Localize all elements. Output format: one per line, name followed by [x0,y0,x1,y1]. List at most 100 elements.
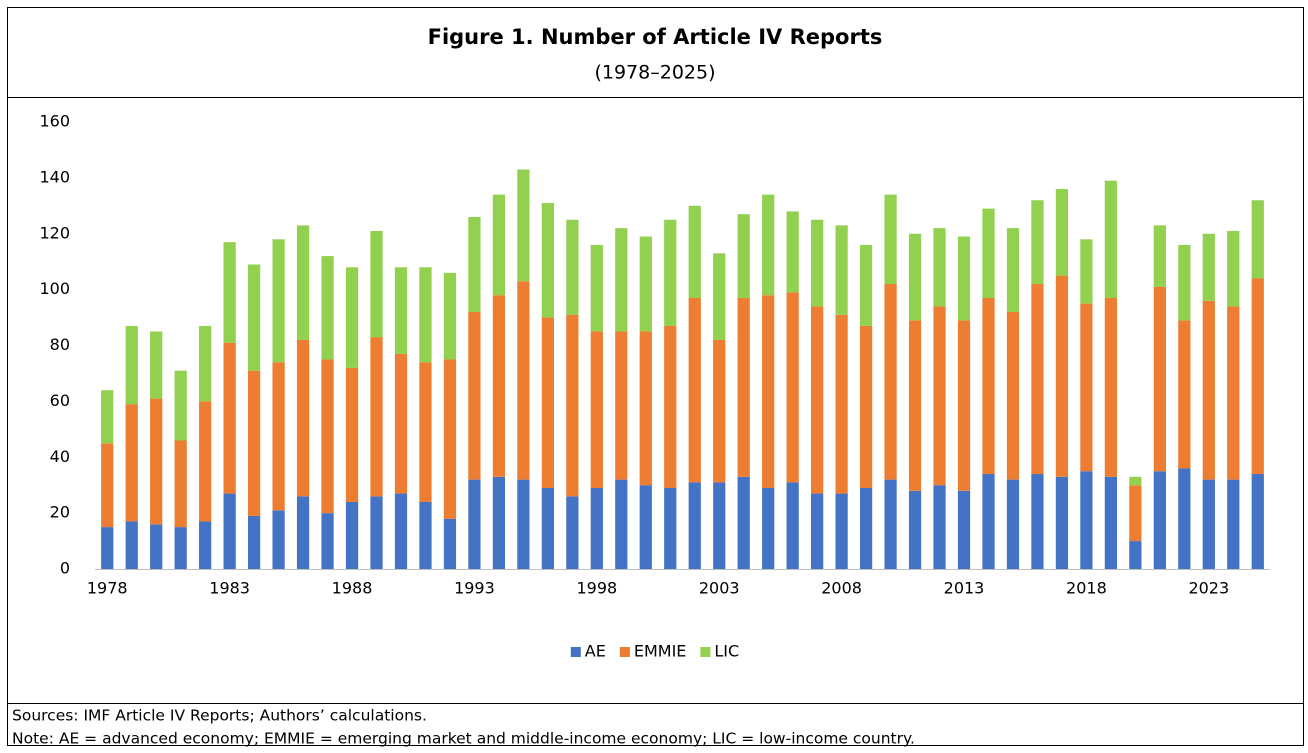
bar-segment [419,267,432,363]
bar-segment [811,306,824,494]
y-tick-label: 60 [50,391,70,410]
bar-segment [370,337,383,497]
bar-segment [1202,479,1215,569]
x-tick-label: 1993 [454,579,495,598]
y-tick-label: 140 [39,167,70,186]
bar-segment [272,510,285,569]
bar-segment [884,284,897,480]
bar-segment [1104,476,1118,569]
bar-segment [125,325,138,405]
bar-segment [517,281,530,480]
bar-segment [541,317,554,488]
y-tick-label: 20 [50,503,70,522]
bar-segment [345,367,359,502]
x-tick-label: 1978 [87,579,128,598]
chart-title: Figure 1. Number of Article IV Reports [428,25,883,49]
bar-segment [982,298,995,475]
bar-segment [370,496,383,569]
bar-segment [174,527,187,569]
bar-segment [1055,189,1069,276]
bar-segment [272,239,285,363]
legend-label: AE [585,642,606,661]
y-tick-label: 40 [50,447,70,466]
bar-segment [639,485,652,569]
bar-segment [933,306,946,486]
bar-segment [1129,476,1142,486]
bar-segment [1251,278,1264,475]
bar-segment [517,479,530,569]
bar-segment [762,194,775,296]
x-tick-label: 2018 [1066,579,1107,598]
bar-segment [223,493,236,569]
bar-segment [1202,300,1215,480]
bar-segment [786,292,799,483]
bar-segment [908,233,922,321]
source-note: Sources: IMF Article IV Reports; Authors… [12,707,427,725]
bar-segment [321,513,334,569]
bar-segment [566,219,579,315]
bar-segment [1227,306,1240,480]
bar-segment [566,314,579,497]
bar-segment [639,331,652,486]
x-tick-label: 1988 [332,579,373,598]
bar-segment [394,493,408,569]
bar-segment [370,230,383,338]
legend-label: EMMIE [634,642,687,661]
bar-segment [199,521,212,569]
x-tick-label: 2023 [1188,579,1229,598]
bar-segment [296,225,310,340]
bar-segment [982,474,995,569]
bar-segment [468,479,481,569]
bar-segment [1129,485,1142,542]
bar-segment [1153,225,1166,287]
bar-segment [1251,200,1264,279]
bar-segment [1080,471,1093,569]
bar-segment [908,490,922,569]
bar-segment [1178,320,1191,469]
bar-segment [101,390,114,444]
chart-subtitle: (1978–2025) [594,62,715,84]
bar-segment [737,298,750,477]
bar-segment [321,359,334,514]
bar-segment [150,524,163,569]
bar-segment [1006,311,1020,480]
bar-segment [345,267,359,368]
bar-segment [419,501,432,569]
bar-segment [150,331,163,399]
bar-segment [247,515,261,569]
bar-segment [957,320,971,491]
legend-swatch [700,647,711,657]
bar-segment [566,496,579,569]
bar-segment [884,194,897,285]
bar-segment [541,203,554,318]
x-tick-label: 2013 [944,579,985,598]
bar-segment [713,253,726,340]
bar-segment [762,487,775,569]
bar-segment [859,487,873,569]
bar-segment [223,342,236,494]
bar-segment [1178,468,1191,569]
bar-segment [394,267,408,354]
bar-segment [713,339,726,483]
bar-segment [835,225,848,315]
y-tick-label: 0 [60,559,70,578]
x-tick-label: 2003 [699,579,740,598]
bar-segment [1055,275,1069,477]
abbrev-note: Note: AE = advanced economy; EMMIE = eme… [12,730,915,748]
bar-segment [1006,479,1020,569]
bar-segment [1129,541,1142,569]
bar-segment [492,295,506,477]
bar-segment [296,496,310,569]
frame [7,7,1304,746]
bar-segment [957,236,971,321]
bar-segment [835,314,848,494]
bar-segment [1080,239,1093,304]
legend-swatch [570,647,581,657]
bar-segment [321,256,334,360]
bar-segment [688,298,701,483]
bar-segment [835,493,848,569]
bar-segment [492,194,506,296]
bar-segment [296,339,310,497]
bar-segment [1227,230,1240,307]
bar-segment [615,479,628,569]
